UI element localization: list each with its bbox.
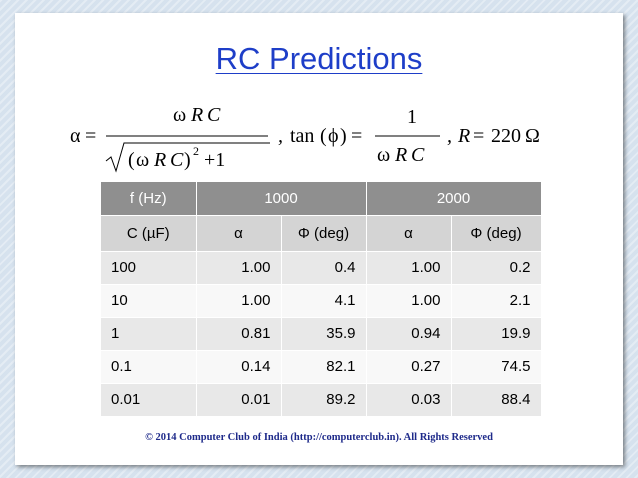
cell-phi-2000: 2.1	[451, 284, 542, 318]
copyright-footer: © 2014 Computer Club of India (http://co…	[145, 432, 493, 443]
formula-den-R: R	[153, 149, 166, 171]
cell-alpha-1000: 1.00	[196, 251, 282, 285]
cell-capacitance: 10	[101, 284, 197, 318]
formula-comma-1: ,	[278, 125, 283, 147]
table-row: 0.01 0.01 89.2 0.03 88.4	[101, 383, 542, 417]
formula-equals-2: =	[351, 125, 362, 147]
formula-tan: tan	[290, 125, 314, 147]
slide: RC Predictions α = ω R C ( ω R C ) 2 +1 …	[15, 13, 623, 465]
subheader-alpha-1: α	[196, 215, 282, 252]
formula-num-R: R	[190, 104, 203, 126]
formula-paren-open: (	[128, 149, 135, 171]
formula-num-C: C	[207, 104, 221, 126]
cell-phi-1000: 4.1	[281, 284, 367, 318]
slide-title: RC Predictions	[215, 41, 423, 76]
table-row: 10 1.00 4.1 1.00 2.1	[101, 284, 542, 318]
formula-tan-paren-open: (	[320, 125, 327, 147]
formula-R-label: R	[457, 125, 470, 147]
formula: α = ω R C ( ω R C ) 2 +1 , tan ( ϕ ) = 1…	[70, 104, 540, 173]
header-freq-label: f (Hz)	[101, 182, 197, 216]
formula-den2-C: C	[411, 144, 425, 166]
cell-phi-1000: 35.9	[281, 317, 367, 351]
cell-phi-1000: 82.1	[281, 350, 367, 384]
cell-phi-1000: 89.2	[281, 383, 367, 417]
cell-phi-2000: 0.2	[451, 251, 542, 285]
formula-comma-2: ,	[447, 125, 452, 147]
sqrt-symbol	[105, 142, 270, 173]
table-row: 1 0.81 35.9 0.94 19.9	[101, 317, 542, 351]
formula-phi: ϕ	[328, 125, 339, 147]
cell-alpha-2000: 1.00	[366, 284, 452, 318]
cell-alpha-1000: 0.81	[196, 317, 282, 351]
formula-equals-3: =	[473, 125, 484, 147]
subheader-capacitance: C (µF)	[101, 215, 197, 252]
formula-paren-close: )	[184, 149, 191, 171]
header-freq-2000: 2000	[366, 182, 542, 216]
table-row: 0.1 0.14 82.1 0.27 74.5	[101, 350, 542, 384]
formula-tan-paren-close: )	[340, 125, 347, 147]
formula-den-omega: ω	[136, 149, 149, 171]
cell-capacitance: 100	[101, 251, 197, 285]
cell-alpha-1000: 0.01	[196, 383, 282, 417]
table-row: 100 1.00 0.4 1.00 0.2	[101, 251, 542, 285]
cell-alpha-2000: 0.94	[366, 317, 452, 351]
cell-capacitance: 0.1	[101, 350, 197, 384]
cell-phi-2000: 19.9	[451, 317, 542, 351]
cell-capacitance: 0.01	[101, 383, 197, 417]
formula-one: 1	[407, 106, 417, 128]
header-freq-1000: 1000	[196, 182, 367, 216]
cell-alpha-2000: 1.00	[366, 251, 452, 285]
table-header-row-2: C (µF) α Φ (deg) α Φ (deg)	[101, 215, 542, 252]
cell-alpha-1000: 1.00	[196, 284, 282, 318]
table-header-row-1: f (Hz) 1000 2000	[101, 182, 542, 216]
formula-den2-omega: ω	[377, 144, 390, 166]
formula-den-C: C	[170, 149, 184, 171]
subheader-phi-1: Φ (deg)	[281, 215, 367, 252]
cell-phi-1000: 0.4	[281, 251, 367, 285]
cell-alpha-1000: 0.14	[196, 350, 282, 384]
formula-equals-1: =	[85, 125, 96, 147]
formula-alpha: α	[70, 125, 81, 147]
cell-alpha-2000: 0.03	[366, 383, 452, 417]
formula-squared: 2	[193, 144, 199, 158]
subheader-alpha-2: α	[366, 215, 452, 252]
cell-alpha-2000: 0.27	[366, 350, 452, 384]
formula-ohm: Ω	[525, 125, 540, 147]
cell-capacitance: 1	[101, 317, 197, 351]
subheader-phi-2: Φ (deg)	[451, 215, 542, 252]
formula-den2-R: R	[394, 144, 407, 166]
results-table: f (Hz) 1000 2000 C (µF) α Φ (deg) α Φ (d…	[101, 182, 542, 417]
formula-plus-one: +1	[204, 149, 225, 171]
formula-r-value: 220	[491, 125, 521, 147]
cell-phi-2000: 88.4	[451, 383, 542, 417]
cell-phi-2000: 74.5	[451, 350, 542, 384]
formula-num-omega: ω	[173, 104, 186, 126]
